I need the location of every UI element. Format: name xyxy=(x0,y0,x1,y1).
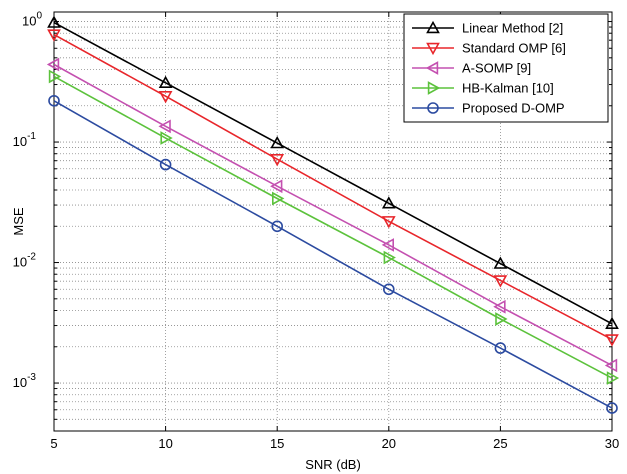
data-point xyxy=(159,158,172,171)
legend-marker xyxy=(427,81,441,95)
y-tick-label: 10-2 xyxy=(13,252,37,270)
data-point xyxy=(493,275,508,288)
data-point xyxy=(605,334,619,347)
series-5 xyxy=(48,94,618,414)
legend-label: Standard OMP [6] xyxy=(462,41,566,56)
legend-label: HB-Kalman [10] xyxy=(462,81,554,96)
legend-item: HB-Kalman [10] xyxy=(412,81,554,96)
data-point xyxy=(604,358,618,373)
data-point xyxy=(48,69,62,84)
x-tick-label: 25 xyxy=(493,436,507,451)
legend: Linear Method [2] Standard OMP [6] A-SOMP … xyxy=(403,13,609,123)
legend-label: A-SOMP [9] xyxy=(462,61,531,76)
legend-item: Proposed D-OMP xyxy=(412,101,565,116)
data-point xyxy=(158,119,171,134)
series-4 xyxy=(48,69,620,385)
data-point xyxy=(158,75,173,89)
y-tick-label: 100 xyxy=(22,11,42,29)
data-point xyxy=(158,91,173,104)
legend-marker xyxy=(426,42,440,56)
data-point xyxy=(493,256,508,269)
y-axis-label: MSE xyxy=(11,207,26,236)
series-line xyxy=(53,75,613,379)
data-point xyxy=(47,15,61,28)
legend-marker xyxy=(426,20,440,34)
data-point xyxy=(271,191,285,206)
plot-area xyxy=(53,11,613,432)
data-point xyxy=(494,342,507,354)
legend-marker xyxy=(425,61,439,75)
data-point xyxy=(270,135,285,149)
x-tick-label: 5 xyxy=(50,436,57,451)
data-series xyxy=(46,15,620,414)
x-tick-label: 15 xyxy=(270,436,284,451)
data-point xyxy=(382,283,395,296)
legend-marker xyxy=(427,102,439,114)
data-point xyxy=(606,402,618,414)
grid xyxy=(54,12,612,431)
data-point xyxy=(383,250,396,265)
legend-item: A-SOMP [9] xyxy=(412,61,531,76)
series-2 xyxy=(47,29,619,347)
legend-label: Linear Method [2] xyxy=(462,21,563,36)
data-point xyxy=(48,94,60,107)
data-point xyxy=(46,57,60,72)
data-point xyxy=(270,179,283,194)
data-point xyxy=(160,131,173,145)
data-point xyxy=(271,220,284,233)
series-1 xyxy=(47,15,619,330)
legend-item: Linear Method [2] xyxy=(412,21,563,36)
data-point xyxy=(606,371,620,385)
data-point xyxy=(495,312,508,326)
data-point xyxy=(381,196,396,209)
x-tick-label: 10 xyxy=(158,436,172,451)
x-tick-label: 20 xyxy=(382,436,396,451)
axis-ticks: 5 10 15 20 25 30 100 10-1 10-2 10-3 xyxy=(13,11,620,451)
series-line xyxy=(53,33,613,341)
series-line xyxy=(53,100,613,409)
data-point xyxy=(381,238,395,252)
legend-item: Standard OMP [6] xyxy=(412,41,566,56)
data-point xyxy=(47,29,61,42)
x-tick-label: 30 xyxy=(605,436,619,451)
data-point xyxy=(381,216,396,229)
series-3 xyxy=(46,57,618,373)
y-tick-label: 10-1 xyxy=(13,131,37,149)
series-line xyxy=(53,21,613,325)
legend-label: Proposed D-OMP xyxy=(462,101,565,116)
y-tick-label: 10-3 xyxy=(13,372,37,390)
data-point xyxy=(605,316,619,330)
series-line xyxy=(53,63,613,367)
x-axis-label: SNR (dB) xyxy=(305,457,361,472)
data-point xyxy=(270,154,285,167)
data-point xyxy=(493,299,506,314)
